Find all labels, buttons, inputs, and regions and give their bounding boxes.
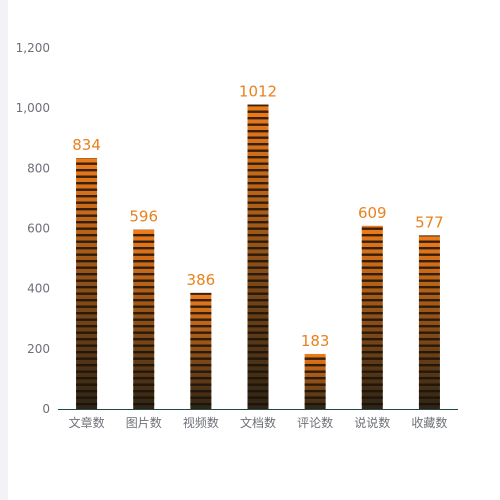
y-tick-label: 0 — [42, 402, 50, 416]
x-category-label: 收藏数 — [411, 415, 447, 430]
y-tick-label: 200 — [27, 342, 50, 356]
x-category-label: 视频数 — [183, 415, 219, 430]
bar-stripes — [361, 225, 383, 409]
bar-stripes — [133, 229, 155, 409]
y-tick-label: 400 — [27, 282, 50, 296]
bar-stripes — [304, 353, 326, 409]
bar-stripes — [418, 235, 440, 409]
y-tick-label: 1,200 — [16, 41, 50, 55]
bar-value-label: 577 — [415, 213, 444, 231]
bar[interactable] — [418, 235, 440, 409]
bar[interactable] — [247, 104, 269, 409]
bar-stripes — [247, 104, 269, 409]
bar-stripes — [190, 292, 212, 409]
bar[interactable] — [361, 225, 383, 409]
bar-value-label: 609 — [358, 204, 387, 222]
bar-stripes — [76, 158, 98, 409]
data-labels: 834 596 386 1012 183 609 577 — [72, 83, 443, 350]
bar-value-label: 834 — [72, 136, 101, 154]
y-tick-label: 1,000 — [16, 101, 50, 115]
bar-value-label: 1012 — [239, 83, 277, 101]
x-category-label: 说说数 — [354, 415, 390, 430]
y-axis-ticks: 0 200 400 600 800 1,000 1,200 — [16, 41, 50, 416]
x-category-label: 文档数 — [240, 415, 276, 430]
x-axis-labels: 文章数 图片数 视频数 文档数 评论数 说说数 收藏数 — [69, 415, 448, 430]
bar[interactable] — [304, 353, 326, 409]
bar[interactable] — [76, 158, 98, 409]
x-category-label: 文章数 — [69, 415, 105, 430]
y-tick-label: 800 — [27, 161, 50, 175]
bar-value-label: 386 — [187, 271, 216, 289]
bar[interactable] — [190, 292, 212, 409]
x-category-label: 图片数 — [126, 415, 162, 430]
bar-value-label: 183 — [301, 332, 330, 350]
y-tick-label: 600 — [27, 222, 50, 236]
bar[interactable] — [133, 229, 155, 409]
x-category-label: 评论数 — [297, 415, 333, 430]
bars — [76, 104, 440, 409]
bar-value-label: 596 — [129, 208, 158, 226]
